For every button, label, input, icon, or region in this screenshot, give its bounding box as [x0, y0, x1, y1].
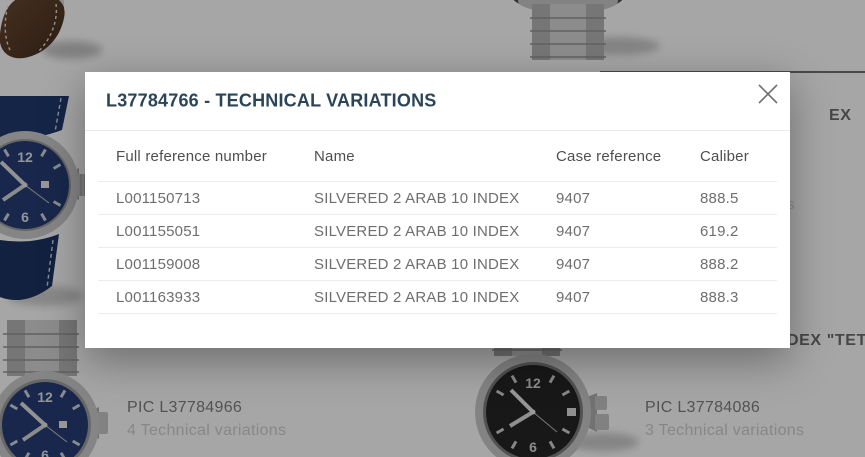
column-header-case-reference: Case reference: [556, 147, 662, 165]
cell-caliber: 888.3: [700, 288, 739, 306]
cell-full-reference: L001163933: [116, 288, 201, 306]
date-window: [41, 181, 49, 188]
dial-numeral-6: 6: [21, 209, 29, 225]
second-hand: [24, 184, 50, 204]
clipped-tetra-text: DEX "TETR: [787, 332, 865, 349]
clipped-variations-text: s: [787, 196, 795, 213]
cell-name: SILVERED 2 ARAB 10 INDEX: [314, 288, 520, 306]
minute-hand: [0, 160, 27, 187]
column-header-caliber: Caliber: [700, 147, 749, 165]
dialog-header: L37784766 - TECHNICAL VARIATIONS: [85, 72, 790, 131]
table-row: L001159008 SILVERED 2 ARAB 10 INDEX 9407…: [98, 248, 777, 281]
table-header-row: Full reference number Name Case referenc…: [98, 131, 777, 182]
date-window: [567, 408, 576, 416]
hour-hand: [508, 410, 535, 428]
cell-caliber: 619.2: [700, 222, 739, 240]
cell-caliber: 888.2: [700, 255, 739, 273]
table-row: L001155051 SILVERED 2 ARAB 10 INDEX 9407…: [98, 215, 777, 248]
cell-name: SILVERED 2 ARAB 10 INDEX: [314, 222, 520, 240]
watch-thumbnail-black-steel: 12 6: [475, 342, 639, 457]
second-hand: [44, 424, 68, 443]
watch-shadow: [42, 41, 102, 59]
minute-hand: [509, 388, 535, 414]
dial-numeral-6: 6: [41, 447, 49, 457]
close-button[interactable]: [755, 81, 781, 107]
table-row: L001163933 SILVERED 2 ARAB 10 INDEX 9407…: [98, 281, 777, 314]
blue-dial: [0, 141, 69, 229]
column-header-name: Name: [314, 147, 355, 165]
cell-full-reference: L001155051: [116, 222, 201, 240]
cell-full-reference: L001150713: [116, 189, 201, 207]
dial-numeral-12: 12: [37, 389, 53, 405]
product-variations: 3 Technical variations: [645, 422, 805, 439]
second-hand: [532, 411, 558, 433]
cell-name: SILVERED 2 ARAB 10 INDEX: [314, 189, 520, 207]
leather-strap: [0, 96, 69, 139]
cell-name: SILVERED 2 ARAB 10 INDEX: [314, 255, 520, 273]
table-row: L001150713 SILVERED 2 ARAB 10 INDEX 9407…: [98, 182, 777, 215]
x-icon: [758, 84, 778, 104]
watch-thumbnail-steel-bracelet: [513, 0, 660, 60]
watch-thumbnail-blue-steel: 12 6: [0, 320, 108, 457]
dial-numeral-12: 12: [17, 149, 33, 165]
leather-strap: [0, 0, 65, 59]
clipped-index-text: EX: [829, 107, 852, 124]
dial-numeral-12: 12: [525, 375, 541, 391]
product-label: PIC L37784086: [645, 399, 761, 416]
crown: [595, 396, 607, 410]
cell-case-reference: 9407: [556, 222, 591, 240]
hour-hand: [1, 183, 27, 202]
dial-numeral-6: 6: [529, 439, 537, 455]
cell-caliber: 888.5: [700, 189, 739, 207]
technical-variations-dialog: L37784766 - TECHNICAL VARIATIONS Full re…: [85, 72, 790, 348]
cell-case-reference: 9407: [556, 189, 591, 207]
watch-thumbnail-blue-leather: 12 6: [0, 96, 88, 306]
cell-case-reference: 9407: [556, 288, 591, 306]
product-label: PIC L37784966: [127, 399, 243, 416]
crown: [97, 412, 108, 434]
product-variations: 4 Technical variations: [127, 422, 287, 439]
watch-thumbnail-brown-strap: [0, 0, 102, 59]
date-window: [59, 421, 67, 428]
hour-hand: [21, 423, 47, 442]
cell-case-reference: 9407: [556, 255, 591, 273]
cell-full-reference: L001159008: [116, 255, 201, 273]
dialog-title: L37784766 - TECHNICAL VARIATIONS: [106, 90, 437, 111]
variations-table: Full reference number Name Case referenc…: [98, 131, 777, 314]
minute-hand: [19, 401, 47, 427]
column-header-full-reference: Full reference number: [116, 147, 267, 165]
